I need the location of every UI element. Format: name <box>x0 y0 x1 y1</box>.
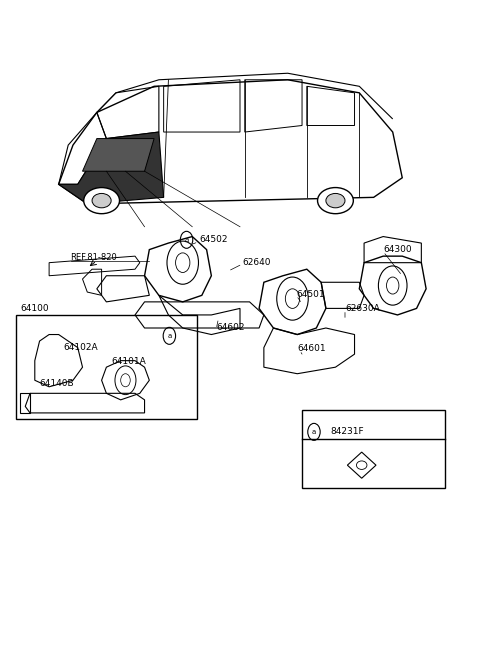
Text: 64502: 64502 <box>199 236 228 244</box>
Polygon shape <box>59 132 164 204</box>
Text: a: a <box>184 237 189 243</box>
Text: 64501: 64501 <box>296 289 325 298</box>
Text: 64601: 64601 <box>297 344 326 354</box>
Text: REF.81-820: REF.81-820 <box>71 253 117 262</box>
Ellipse shape <box>326 194 345 208</box>
Text: 64140B: 64140B <box>39 379 74 388</box>
Text: 64101A: 64101A <box>111 358 146 367</box>
Ellipse shape <box>318 188 353 214</box>
Text: 62630A: 62630A <box>345 304 380 313</box>
Ellipse shape <box>92 194 111 208</box>
Text: a: a <box>167 333 171 339</box>
Text: 64602: 64602 <box>216 323 245 333</box>
Text: 64100: 64100 <box>21 304 49 313</box>
Text: 64300: 64300 <box>383 245 412 254</box>
Polygon shape <box>83 138 154 171</box>
Text: 84231F: 84231F <box>331 427 364 436</box>
Text: 64102A: 64102A <box>63 343 98 352</box>
Text: a: a <box>312 429 316 435</box>
Text: 62640: 62640 <box>242 258 271 267</box>
Ellipse shape <box>84 188 120 214</box>
